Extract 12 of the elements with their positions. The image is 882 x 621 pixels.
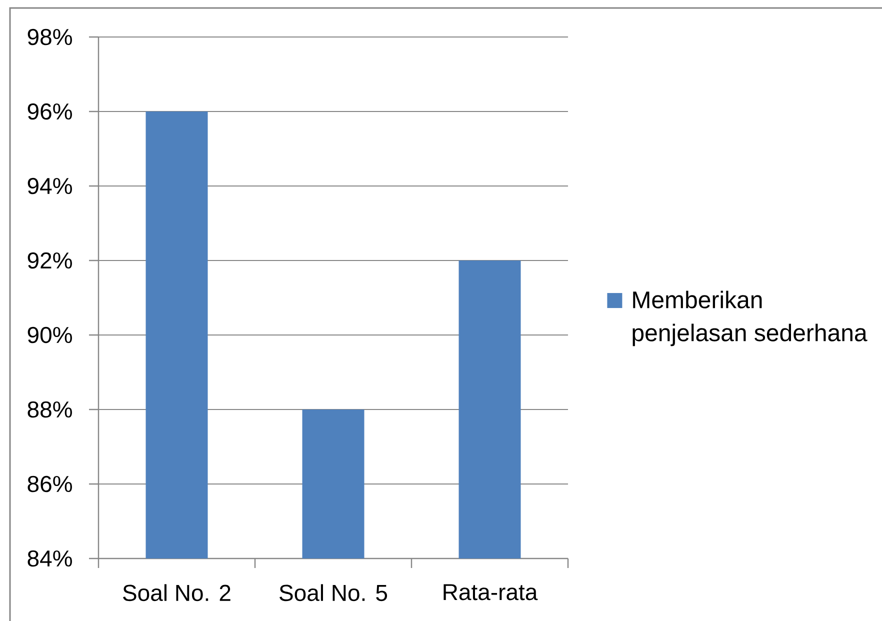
y-tick-label: 92%: [28, 252, 72, 269]
y-tick-label: 84%: [28, 550, 72, 567]
y-tick-label: 94%: [28, 178, 72, 194]
y-tick-label: 90%: [28, 326, 72, 344]
y-tick-label: 88%: [28, 401, 72, 418]
x-tick-label: Soal No. 2: [123, 584, 230, 602]
y-tick-label: 96%: [28, 103, 72, 120]
x-tick-label: Rata-rata: [444, 584, 538, 600]
legend-label: Memberikan penjelasan sederhana: [632, 290, 868, 346]
y-tick-label: 98%: [28, 28, 72, 46]
y-tick-label: 86%: [28, 476, 72, 492]
x-tick-label: Soal No. 5: [280, 584, 388, 602]
